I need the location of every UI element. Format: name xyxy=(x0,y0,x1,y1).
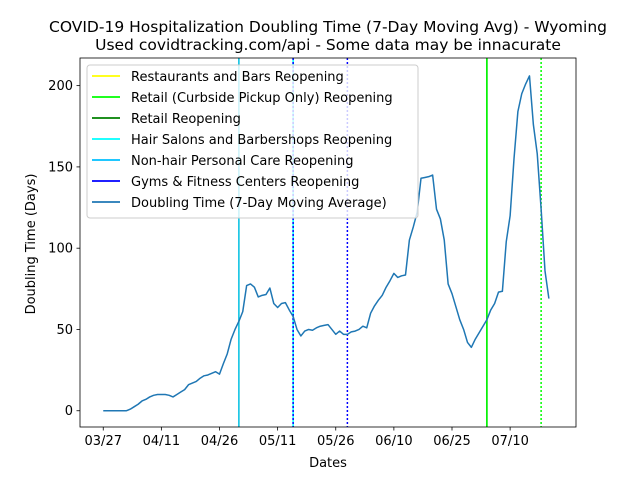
legend-label-gyms-fitness-centers-reopening: Gyms & Fitness Centers Reopening xyxy=(131,175,359,190)
chart-title: COVID-19 Hospitalization Doubling Time (… xyxy=(49,18,607,36)
x-tick-label-07-10: 07/10 xyxy=(491,434,528,449)
x-tick-label-06-25: 06/25 xyxy=(433,434,470,449)
legend-label-hair-salons-and-barbershops-reopening: Hair Salons and Barbershops Reopening xyxy=(131,133,392,148)
x-tick-label-05-26: 05/26 xyxy=(317,434,354,449)
axes: 0 50 100 150 200 03/27 04/11 04/26 05/11 05/26 06/… xyxy=(48,57,577,449)
legend-label-non-hair-personal-care-reopening: Non-hair Personal Care Reopening xyxy=(131,154,354,169)
y-tick-label-100: 100 xyxy=(48,242,73,257)
legend-label-doubling-time-7-day-moving-average: Doubling Time (7-Day Moving Average) xyxy=(131,196,387,211)
y-tick-label-150: 150 xyxy=(48,160,73,175)
x-tick-label-05-11: 05/11 xyxy=(259,434,296,449)
x-tick-label-06-10: 06/10 xyxy=(375,434,412,449)
y-tick-label-200: 200 xyxy=(48,79,73,94)
x-axis-label: Dates xyxy=(309,456,347,471)
y-tick-label-50: 50 xyxy=(56,323,73,338)
legend-label-retail-reopening: Retail Reopening xyxy=(131,112,241,127)
y-axis-label: Doubling Time (Days) xyxy=(24,174,39,315)
x-tick-label-04-26: 04/26 xyxy=(201,434,238,449)
chart-subtitle: Used covidtracking.com/api - Some data m… xyxy=(95,36,561,54)
x-tick-label-04-11: 04/11 xyxy=(143,434,180,449)
y-tick-label-0: 0 xyxy=(65,404,73,419)
axes-frame xyxy=(79,57,577,428)
legend-label-restaurants-and-bars-reopening: Restaurants and Bars Reopening xyxy=(131,70,344,85)
x-tick-label-03-27: 03/27 xyxy=(85,434,122,449)
series-line-doubling-time-7-day-moving-average xyxy=(103,75,550,412)
legend: Restaurants and Bars Reopening Retail (Cu… xyxy=(86,64,419,219)
legend-label-retail-curbside-pickup-only-reopening: Retail (Curbside Pickup Only) Reopening xyxy=(131,91,393,106)
legend-box xyxy=(86,64,419,219)
